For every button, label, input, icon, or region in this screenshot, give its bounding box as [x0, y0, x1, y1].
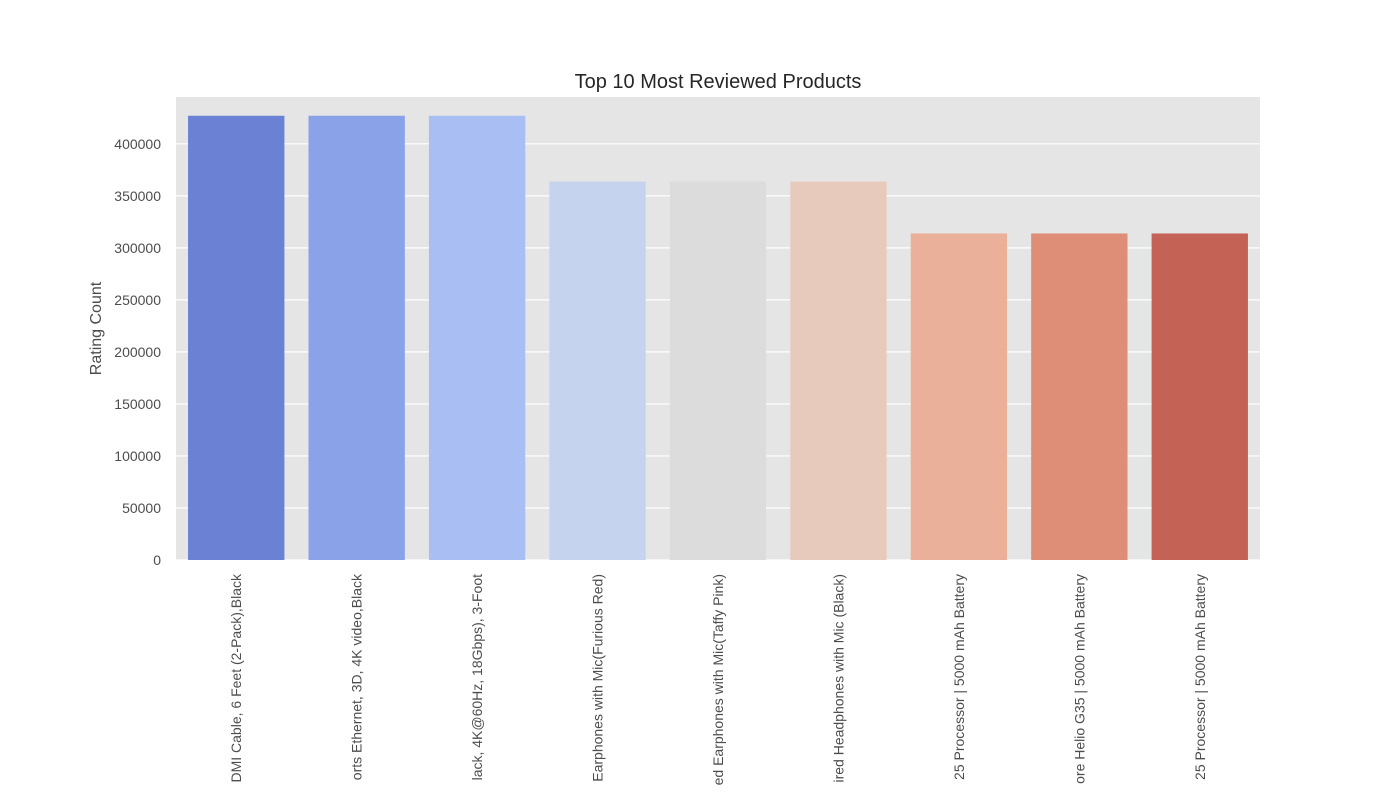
x-tick-label: lack, 4K@60Hz, 18Gbps), 3-Foot [469, 574, 485, 781]
chart-title: Top 10 Most Reviewed Products [575, 71, 862, 93]
y-tick-label: 150000 [114, 396, 161, 412]
x-tick-labels: DMI Cable, 6 Feet (2-Pack),Black orts Eth… [228, 573, 1208, 785]
y-tick-labels: 0 50000 100000 150000 200000 250000 300000 3500… [114, 136, 161, 568]
y-tick-label: 250000 [114, 292, 161, 308]
x-tick-label: 25 Processor | 5000 mAh Battery [951, 574, 967, 780]
bar [188, 115, 285, 561]
bar [669, 181, 767, 560]
bar [1031, 233, 1128, 560]
x-tick-label: ed Earphones with Mic(Taffy Pink) [710, 574, 726, 785]
x-tick-label: Earphones with Mic(Furious Red) [590, 574, 606, 782]
y-axis-title: Rating Count [88, 281, 105, 375]
y-tick-label: 300000 [114, 240, 161, 256]
x-tick-label: DMI Cable, 6 Feet (2-Pack),Black [228, 573, 244, 783]
y-tick-label: 50000 [122, 500, 161, 516]
bars [188, 115, 1248, 561]
y-tick-label: 100000 [114, 448, 161, 464]
x-tick-label: ired Headphones with Mic (Black) [830, 574, 846, 783]
x-tick-label: orts Ethernet, 3D, 4K video,Black [349, 573, 365, 780]
x-tick-label: ore Helio G35 | 5000 mAh Battery [1071, 574, 1087, 784]
bar [308, 115, 405, 561]
bar [549, 181, 646, 560]
y-tick-label: 200000 [114, 344, 161, 360]
y-tick-label: 400000 [114, 136, 161, 152]
y-tick-label: 0 [153, 552, 161, 568]
y-tick-label: 350000 [114, 188, 161, 204]
x-tick-label: 25 Processor | 5000 mAh Battery [1192, 574, 1208, 780]
bar [790, 181, 887, 560]
bar [910, 233, 1008, 560]
bar [428, 115, 526, 561]
bar [1151, 233, 1248, 560]
